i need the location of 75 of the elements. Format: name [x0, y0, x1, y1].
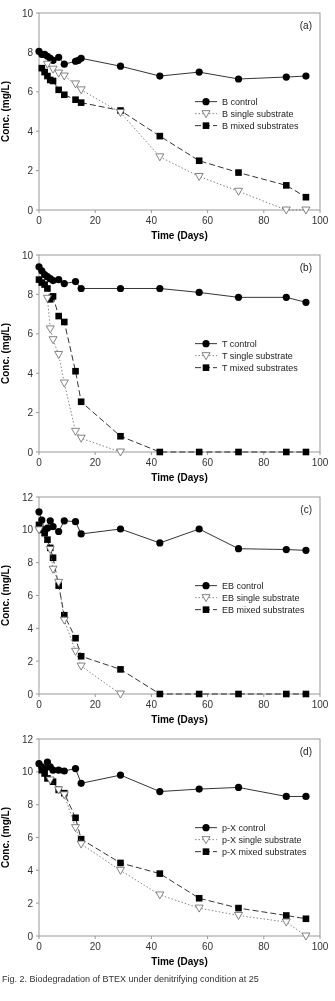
- x-tick-label: 0: [36, 215, 43, 226]
- y-tick-label: 8: [27, 557, 34, 569]
- y-tick-label: 10: [21, 249, 34, 261]
- y-tick-label: 6: [27, 590, 34, 601]
- x-tick-label: 0: [36, 941, 43, 952]
- x-tick-label: 80: [258, 457, 270, 468]
- x-tick-label: 0: [36, 457, 43, 468]
- y-tick-label: 0: [27, 930, 34, 942]
- legend-label: EB single substrate: [222, 593, 300, 604]
- y-axis-title: Conc. (mg/L): [0, 564, 11, 627]
- legend-label: B control: [222, 97, 258, 108]
- y-tick-label: 2: [27, 655, 34, 667]
- y-tick-label: 0: [27, 204, 34, 216]
- y-tick-label: 0: [27, 688, 34, 700]
- y-tick-label: 8: [27, 288, 34, 300]
- x-tick-label: 80: [258, 215, 270, 226]
- x-tick-label: 100: [311, 457, 329, 468]
- x-axis-title: Time (Days): [151, 956, 208, 967]
- y-tick-label: 10: [21, 766, 34, 778]
- y-tick-label: 4: [27, 622, 34, 634]
- x-tick-label: 40: [145, 215, 158, 226]
- y-tick-label: 2: [27, 897, 34, 909]
- x-tick-label: 0: [36, 699, 43, 710]
- x-tick-label: 80: [258, 699, 270, 710]
- x-tick-label: 60: [202, 699, 214, 710]
- x-tick-label: 40: [145, 941, 158, 952]
- x-tick-label: 80: [258, 941, 270, 952]
- x-tick-label: 20: [89, 699, 102, 710]
- x-axis-title: Time (Days): [151, 230, 208, 241]
- y-tick-label: 4: [27, 367, 34, 379]
- annotation: (b): [299, 262, 312, 273]
- x-tick-label: 60: [202, 215, 214, 226]
- legend-label: p-X control: [222, 823, 266, 834]
- annotation: (a): [299, 20, 312, 31]
- legend-label: EB mixed substrates: [222, 605, 306, 616]
- annotation: (c): [300, 504, 312, 515]
- legend-label: T single substrate: [222, 351, 293, 362]
- x-tick-label: 100: [311, 215, 329, 226]
- legend-label: p-X single substrate: [222, 835, 302, 846]
- x-axis-title: Time (Days): [151, 472, 208, 483]
- legend-label: p-X mixed substrates: [222, 847, 308, 858]
- legend-label: EB control: [222, 581, 264, 592]
- x-tick-label: 20: [89, 215, 102, 226]
- y-axis-title: Conc. (mg/L): [0, 322, 11, 385]
- y-tick-label: 10: [21, 7, 34, 19]
- y-tick-label: 8: [27, 799, 34, 811]
- y-tick-label: 12: [21, 491, 34, 503]
- y-tick-label: 2: [27, 165, 34, 177]
- y-tick-label: 10: [21, 524, 34, 536]
- y-tick-label: 6: [27, 86, 34, 98]
- legend-label: B mixed substrates: [222, 121, 300, 132]
- x-tick-label: 20: [89, 457, 102, 468]
- x-tick-label: 20: [89, 941, 102, 952]
- x-tick-label: 60: [202, 941, 214, 952]
- caption: Fig. 2. Biodegradation of BTEX under denitrifying condition at 25: [2, 974, 259, 984]
- y-tick-label: 4: [27, 125, 34, 137]
- x-tick-label: 40: [145, 457, 158, 468]
- x-axis-title: Time (Days): [151, 714, 208, 725]
- x-tick-label: 100: [311, 699, 329, 710]
- y-tick-label: 0: [27, 446, 34, 458]
- y-tick-label: 4: [27, 864, 34, 876]
- annotation: (d): [299, 746, 312, 757]
- legend-label: B single substrate: [222, 109, 294, 120]
- x-tick-label: 100: [311, 941, 329, 952]
- legend-label: T control: [222, 339, 257, 350]
- y-tick-label: 12: [21, 733, 34, 745]
- y-tick-label: 6: [27, 328, 34, 340]
- y-axis-title: Conc. (mg/L): [0, 80, 11, 143]
- y-tick-label: 2: [27, 407, 34, 419]
- y-axis-title: Conc. (mg/L): [0, 806, 11, 869]
- y-tick-label: 6: [27, 832, 34, 843]
- x-tick-label: 60: [202, 457, 214, 468]
- x-tick-label: 40: [145, 699, 158, 710]
- legend-label: T mixed substrates: [222, 363, 299, 374]
- y-tick-label: 8: [27, 46, 34, 58]
